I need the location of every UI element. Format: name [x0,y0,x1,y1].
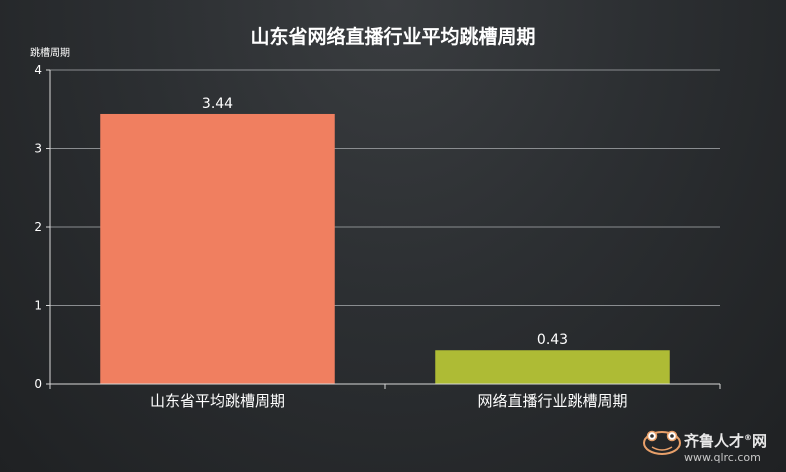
chart-title: 山东省网络直播行业平均跳槽周期 [250,25,535,48]
bar [435,350,670,384]
frog-logo-icon [643,430,681,455]
data-label: 3.44 [202,96,233,112]
x-category-label: 网络直播行业跳槽周期 [477,392,627,410]
y-tick-label: 0 [34,377,42,391]
y-axis-label: 跳槽周期 [30,46,70,59]
x-category-label: 山东省平均跳槽周期 [150,392,285,410]
bars [100,113,670,385]
labels: 0 1 2 3 4 3.44 山东省平均跳槽周期 0.43 网络直播行业跳槽周期 [34,63,627,410]
y-tick-label: 1 [34,299,42,313]
watermark-url: www.qlrc.com [684,451,761,464]
data-label: 0.43 [537,332,568,348]
bar [100,113,335,385]
axes [46,69,721,389]
y-tick-label: 3 [34,142,42,156]
y-tick-label: 4 [34,63,42,77]
watermark: 齐鲁人才®网 www.qlrc.com [643,430,767,464]
y-tick-label: 2 [34,220,42,234]
watermark-name: 齐鲁人才®网 [684,432,767,450]
